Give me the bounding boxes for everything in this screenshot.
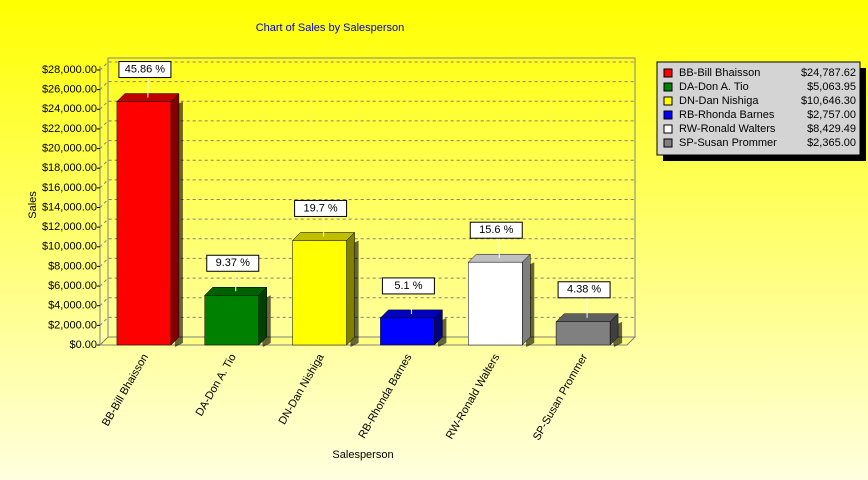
bar: [380, 317, 435, 346]
percent-label: 19.7 %: [303, 202, 337, 214]
legend-box: [656, 61, 861, 156]
percent-label: 9.37 %: [216, 257, 250, 269]
legend-label: DA-Don A. Tio: [679, 81, 749, 93]
legend-swatch: [663, 138, 673, 148]
grid-line: [99, 218, 635, 228]
legend-value: $2,757.00: [807, 109, 856, 121]
y-tick-label: $16,000.00: [42, 182, 97, 194]
bar: [204, 295, 259, 346]
grid-line: [99, 140, 635, 149]
percent-label-box: [557, 281, 611, 299]
grid-line: [99, 179, 635, 189]
legend-swatch: [663, 68, 673, 78]
bar-side: [170, 92, 180, 346]
bar: [292, 240, 347, 346]
legend-label: BB-Bill Bhaisson: [679, 67, 760, 79]
grid-line: [99, 100, 635, 110]
bar-side: [346, 231, 355, 346]
grid-line: [99, 199, 635, 208]
grid-line: [99, 257, 635, 267]
legend-value: $5,063.95: [807, 81, 856, 93]
y-tick-label: $0.00: [69, 339, 97, 351]
grid-line: [99, 336, 635, 346]
grid-line: [99, 159, 635, 169]
x-axis-title: Salesperson: [332, 449, 393, 461]
y-tick-label: $26,000.00: [42, 84, 97, 96]
legend-value: $8,429.49: [807, 123, 856, 135]
bar: [116, 101, 172, 346]
percent-label-box: [118, 61, 172, 79]
grid-line: [99, 316, 635, 326]
y-axis-title: Sales: [27, 191, 39, 219]
grid-line: [99, 81, 635, 90]
percent-label-box: [294, 199, 348, 217]
y-tick-label: $20,000.00: [42, 142, 97, 154]
legend-label: SP-Susan Prommer: [679, 137, 777, 149]
grid-line: [99, 61, 635, 71]
percent-label: 45.86 %: [125, 63, 166, 75]
percent-label: 4.38 %: [567, 284, 601, 296]
chart-title: Chart of Sales by Salesperson: [256, 22, 405, 34]
legend-value: $2,365.00: [807, 137, 856, 149]
y-tick-label: $18,000.00: [42, 162, 97, 174]
y-tick-label: $22,000.00: [42, 123, 97, 135]
percent-label: 5.1 %: [394, 280, 422, 292]
legend-swatch: [663, 110, 673, 120]
bar: [555, 321, 611, 346]
legend-label: RB-Rhonda Barnes: [679, 109, 775, 121]
y-tick-label: $8,000.00: [48, 260, 97, 272]
y-tick-label: $4,000.00: [48, 300, 97, 312]
grid-line: [99, 297, 635, 307]
y-tick-label: $28,000.00: [42, 64, 97, 76]
y-tick-label: $24,000.00: [42, 103, 97, 115]
percent-label-box: [206, 254, 260, 272]
percent-label: 15.6 %: [479, 224, 513, 236]
legend-swatch: [663, 82, 673, 92]
bar-side: [522, 253, 531, 346]
bar-side: [258, 286, 267, 346]
legend-label: RW-Ronald Walters: [679, 123, 776, 135]
bar: [468, 261, 523, 346]
y-tick-label: $2,000.00: [48, 319, 97, 331]
legend-label: DN-Dan Nishiga: [679, 95, 759, 107]
grid-line: [99, 238, 635, 248]
y-tick-label: $10,000.00: [42, 241, 97, 253]
y-tick-label: $14,000.00: [42, 201, 97, 213]
percent-label-box: [469, 221, 523, 239]
y-tick-label: $12,000.00: [42, 221, 97, 233]
percent-label-box: [381, 277, 435, 295]
legend-swatch: [663, 96, 673, 106]
y-tick-label: $6,000.00: [48, 280, 97, 292]
legend-value: $10,646.30: [801, 95, 856, 107]
grid-line: [99, 277, 635, 287]
grid-line: [99, 120, 635, 130]
legend-swatch: [663, 124, 673, 134]
legend-value: $24,787.62: [801, 67, 856, 79]
